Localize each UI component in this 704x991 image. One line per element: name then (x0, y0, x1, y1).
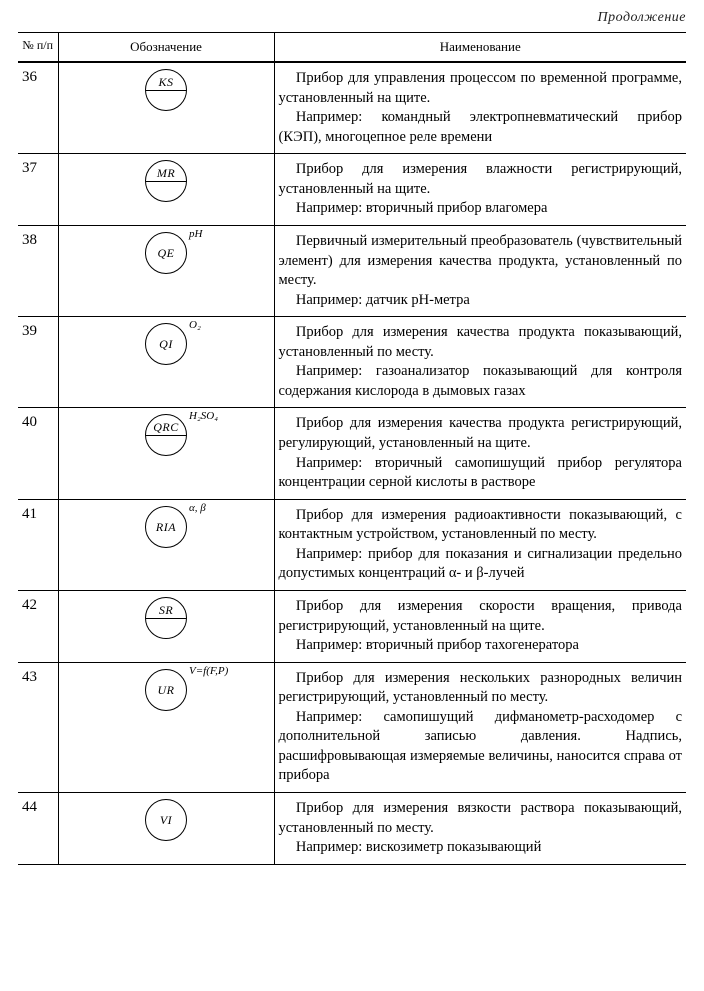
instrument-circle-icon: QI (145, 323, 187, 365)
row-number: 44 (18, 793, 58, 865)
instrument-symbol: RIAα, β (145, 506, 187, 548)
row-description: Прибор для измерения радиоактивности пок… (274, 499, 686, 590)
instrument-symbol: MR (145, 160, 187, 202)
instrument-code: QRC (153, 421, 179, 433)
instrument-circle-icon: UR (145, 669, 187, 711)
row-number: 36 (18, 62, 58, 154)
row-number: 42 (18, 590, 58, 662)
instrument-circle-icon: QRC (145, 414, 187, 456)
row-number: 38 (18, 225, 58, 316)
instrument-superscript: O₂ (189, 319, 201, 331)
instrument-circle-icon: QE (145, 232, 187, 274)
instrument-code: VI (160, 814, 172, 826)
instrument-superscript: H₂SO₄ (189, 410, 218, 422)
table-header-row: № п/п Обозначение Наименование (18, 33, 686, 63)
row-number: 37 (18, 154, 58, 226)
table-row: 36 KS Прибор для управления процессом по в… (18, 62, 686, 154)
instrument-symbol: URV=f(F,P) (145, 669, 187, 711)
instrument-circle-icon: KS (145, 69, 187, 111)
table-row: 43 UR V=f(F,P) Прибор для измерения несколь… (18, 662, 686, 792)
row-description: Первичный измерительный преобразователь … (274, 225, 686, 316)
col-header-number: № п/п (18, 33, 58, 63)
instrument-code: QE (158, 247, 175, 259)
col-header-symbol: Обозначение (58, 33, 274, 63)
row-symbol-cell: SR (58, 590, 274, 662)
row-symbol-cell: RIA α, β (58, 499, 274, 590)
instrument-code: SR (159, 604, 173, 616)
table-row: 41 RIA α, β Прибор для измерения радиоактив… (18, 499, 686, 590)
continuation-label: Продолжение (18, 10, 686, 26)
row-description: Прибор для измерения вязкости раствора п… (274, 793, 686, 865)
instrument-symbol: SR (145, 597, 187, 639)
col-header-name: Наименование (274, 33, 686, 63)
instrument-circle-icon: RIA (145, 506, 187, 548)
instrument-code: MR (157, 167, 175, 179)
row-symbol-cell: QI O₂ (58, 317, 274, 408)
row-symbol-cell: QRC H₂SO₄ (58, 408, 274, 499)
row-number: 40 (18, 408, 58, 499)
row-description: Прибор для измерения влажности регистрир… (274, 154, 686, 226)
instrument-symbol: QEpH (145, 232, 187, 274)
instrument-symbol: QIO₂ (145, 323, 187, 365)
row-description: Прибор для измерения качества продукта р… (274, 408, 686, 499)
instrument-code: RIA (156, 521, 176, 533)
symbols-table: № п/п Обозначение Наименование 36 KS Прибо… (18, 32, 686, 865)
instrument-symbol: QRCH₂SO₄ (145, 414, 187, 456)
row-symbol-cell: QE pH (58, 225, 274, 316)
row-description: Прибор для измерения скорости вращения, … (274, 590, 686, 662)
instrument-superscript: V=f(F,P) (189, 665, 228, 677)
table-row: 40 QRC H₂SO₄ Прибор для измерения качества … (18, 408, 686, 499)
instrument-circle-icon: MR (145, 160, 187, 202)
instrument-circle-icon: SR (145, 597, 187, 639)
table-row: 39 QI O₂ Прибор для измерения качества прод… (18, 317, 686, 408)
row-description: Прибор для управления процессом по време… (274, 62, 686, 154)
row-symbol-cell: KS (58, 62, 274, 154)
row-symbol-cell: MR (58, 154, 274, 226)
instrument-symbol: VI (145, 799, 187, 841)
row-description: Прибор для измерения нескольких разнород… (274, 662, 686, 792)
table-row: 44 VI Прибор для измерения вязкости раство… (18, 793, 686, 865)
row-number: 43 (18, 662, 58, 792)
instrument-superscript: α, β (189, 502, 206, 514)
instrument-symbol: KS (145, 69, 187, 111)
row-symbol-cell: VI (58, 793, 274, 865)
row-number: 39 (18, 317, 58, 408)
instrument-code: UR (158, 684, 175, 696)
row-number: 41 (18, 499, 58, 590)
instrument-code: KS (158, 76, 173, 88)
table-row: 37 MR Прибор для измерения влажности регис… (18, 154, 686, 226)
instrument-circle-icon: VI (145, 799, 187, 841)
row-symbol-cell: UR V=f(F,P) (58, 662, 274, 792)
table-row: 38 QE pH Первичный измерительный преобразов… (18, 225, 686, 316)
table-row: 42 SR Прибор для измерения скорости вращен… (18, 590, 686, 662)
instrument-code: QI (159, 338, 173, 350)
row-description: Прибор для измерения качества продукта п… (274, 317, 686, 408)
instrument-superscript: pH (189, 228, 202, 240)
page-container: Продолжение № п/п Обозначение Наименован… (0, 0, 704, 885)
